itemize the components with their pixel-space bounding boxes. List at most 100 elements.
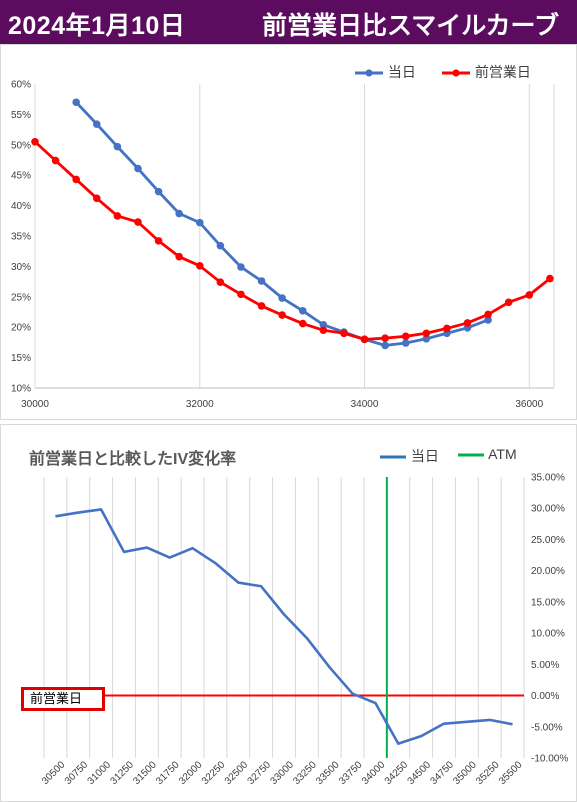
x-tick-label: 33250 — [291, 759, 319, 787]
x-tick-label: 32000 — [177, 759, 205, 787]
point-prev — [463, 319, 472, 327]
x-tick-label: 30750 — [63, 759, 91, 787]
smile-curve-panel: 30000 32000 34000 36000 10% 15% 20% 25% 30% 35% 40… — [0, 44, 577, 420]
point-today — [484, 316, 492, 324]
point-prev — [216, 278, 225, 287]
point-prev — [237, 290, 245, 299]
legend-prev-marker — [442, 69, 470, 77]
point-prev — [401, 332, 410, 341]
x-tick-label: 34000 — [351, 399, 379, 410]
legend-prev-label: 前営業日 — [474, 64, 531, 80]
y-tick-label: 15% — [11, 353, 31, 364]
point-today — [298, 306, 307, 315]
point-prev — [546, 274, 554, 283]
y-tick-label: 60% — [11, 80, 31, 91]
point-prev — [195, 261, 204, 270]
legend-atm-label: ATM — [488, 446, 517, 462]
point-today — [257, 277, 266, 285]
point-prev — [504, 298, 513, 307]
x-tick-label: 32250 — [200, 759, 228, 787]
iv-change-panel: 35.00% 30.00% 25.00% 20.00% 15.00% 10.00% 5.00… — [0, 424, 577, 802]
x-tick-label: 32500 — [223, 759, 251, 787]
x-tick-label: 34250 — [383, 759, 411, 787]
iv-change-chart: 35.00% 30.00% 25.00% 20.00% 15.00% 10.00% 5.00… — [40, 473, 568, 787]
legend-today-label: 当日 — [387, 64, 416, 80]
point-today — [422, 334, 431, 343]
y-tick-label: 50% — [11, 140, 31, 151]
y-tick-label: 25% — [11, 292, 31, 303]
report-title: 前営業日比スマイルカーブ — [262, 12, 560, 40]
point-today — [381, 341, 389, 350]
legend-atm-marker — [458, 453, 484, 457]
y-tick-label: 35% — [11, 232, 31, 243]
y-tick-label: 40% — [11, 201, 31, 212]
y-tick-label: 20% — [11, 323, 31, 334]
x-tick-label: 31750 — [154, 759, 182, 787]
point-today — [134, 164, 142, 173]
y-tick-label: 20.00% — [531, 566, 565, 577]
point-today — [154, 187, 163, 196]
y-tick-label: 25.00% — [531, 535, 565, 546]
point-prev — [154, 237, 163, 245]
x-tick-label: 34750 — [429, 759, 457, 787]
point-prev — [134, 218, 142, 226]
y-tick-label: 15.00% — [531, 597, 565, 608]
x-tick-label: 32750 — [246, 759, 274, 787]
point-prev — [51, 156, 60, 165]
report-date: 2024年1月10日 — [8, 12, 186, 40]
point-prev — [298, 319, 307, 328]
smile-curve-chart: 30000 32000 34000 36000 10% 15% 20% 25% 30% 35% 40… — [11, 80, 555, 410]
y-tick-label: 30% — [11, 262, 31, 273]
point-today — [237, 263, 245, 271]
legend-atm: ATM — [457, 446, 517, 462]
point-today — [319, 320, 328, 329]
point-prev — [422, 329, 431, 338]
y-tick-label: 30.00% — [531, 504, 565, 515]
x-tick-label: 33500 — [314, 759, 342, 787]
y-tick-label: 55% — [11, 110, 31, 121]
point-today — [401, 339, 410, 347]
x-tick-label: 31250 — [109, 759, 137, 787]
y-tick-label: 10% — [11, 384, 31, 395]
x-tick-label: 31000 — [86, 759, 114, 787]
x-tick-label: 34000 — [360, 759, 388, 787]
point-prev — [360, 335, 369, 344]
point-prev — [175, 252, 183, 261]
y-tick-label: 45% — [11, 171, 31, 182]
x-tick-label: 36000 — [515, 399, 543, 410]
point-prev — [31, 137, 39, 146]
x-tick-label: 34500 — [406, 759, 434, 787]
point-prev — [257, 302, 266, 310]
point-prev — [92, 194, 101, 203]
point-prev — [319, 326, 328, 335]
y-tick-label: 35.00% — [531, 473, 565, 484]
x-tick-label: 35250 — [474, 759, 502, 787]
point-today — [278, 294, 286, 302]
point-today — [195, 218, 204, 227]
point-prev — [278, 311, 286, 319]
x-tick-label: 33000 — [269, 759, 297, 787]
point-prev — [381, 334, 389, 342]
x-tick-label: 30500 — [40, 759, 68, 787]
series-change-line — [55, 508, 513, 745]
title-banner: 2024年1月10日 前営業日比スマイルカーブ — [0, 0, 577, 44]
x-tick-label: 30000 — [21, 399, 49, 410]
point-prev — [525, 291, 534, 299]
legend-today-marker — [355, 69, 383, 77]
point-today — [175, 209, 183, 218]
x-tick-label: 32000 — [186, 399, 214, 410]
point-prev — [113, 212, 122, 220]
point-prev — [443, 324, 451, 333]
point-today — [113, 142, 122, 151]
x-tick-label: 31500 — [131, 759, 159, 787]
y-tick-label: 5.00% — [531, 660, 559, 671]
y-tick-label: 0.00% — [531, 691, 559, 702]
legend-change-today-marker — [380, 455, 406, 459]
y-tick-label: -10.00% — [531, 754, 568, 765]
y-tick-label: 10.00% — [531, 629, 565, 640]
point-prev — [484, 310, 492, 319]
legend-change-today: 当日 — [379, 446, 439, 466]
x-tick-label: 35000 — [451, 759, 479, 787]
point-today — [92, 120, 101, 128]
point-today — [72, 98, 80, 107]
